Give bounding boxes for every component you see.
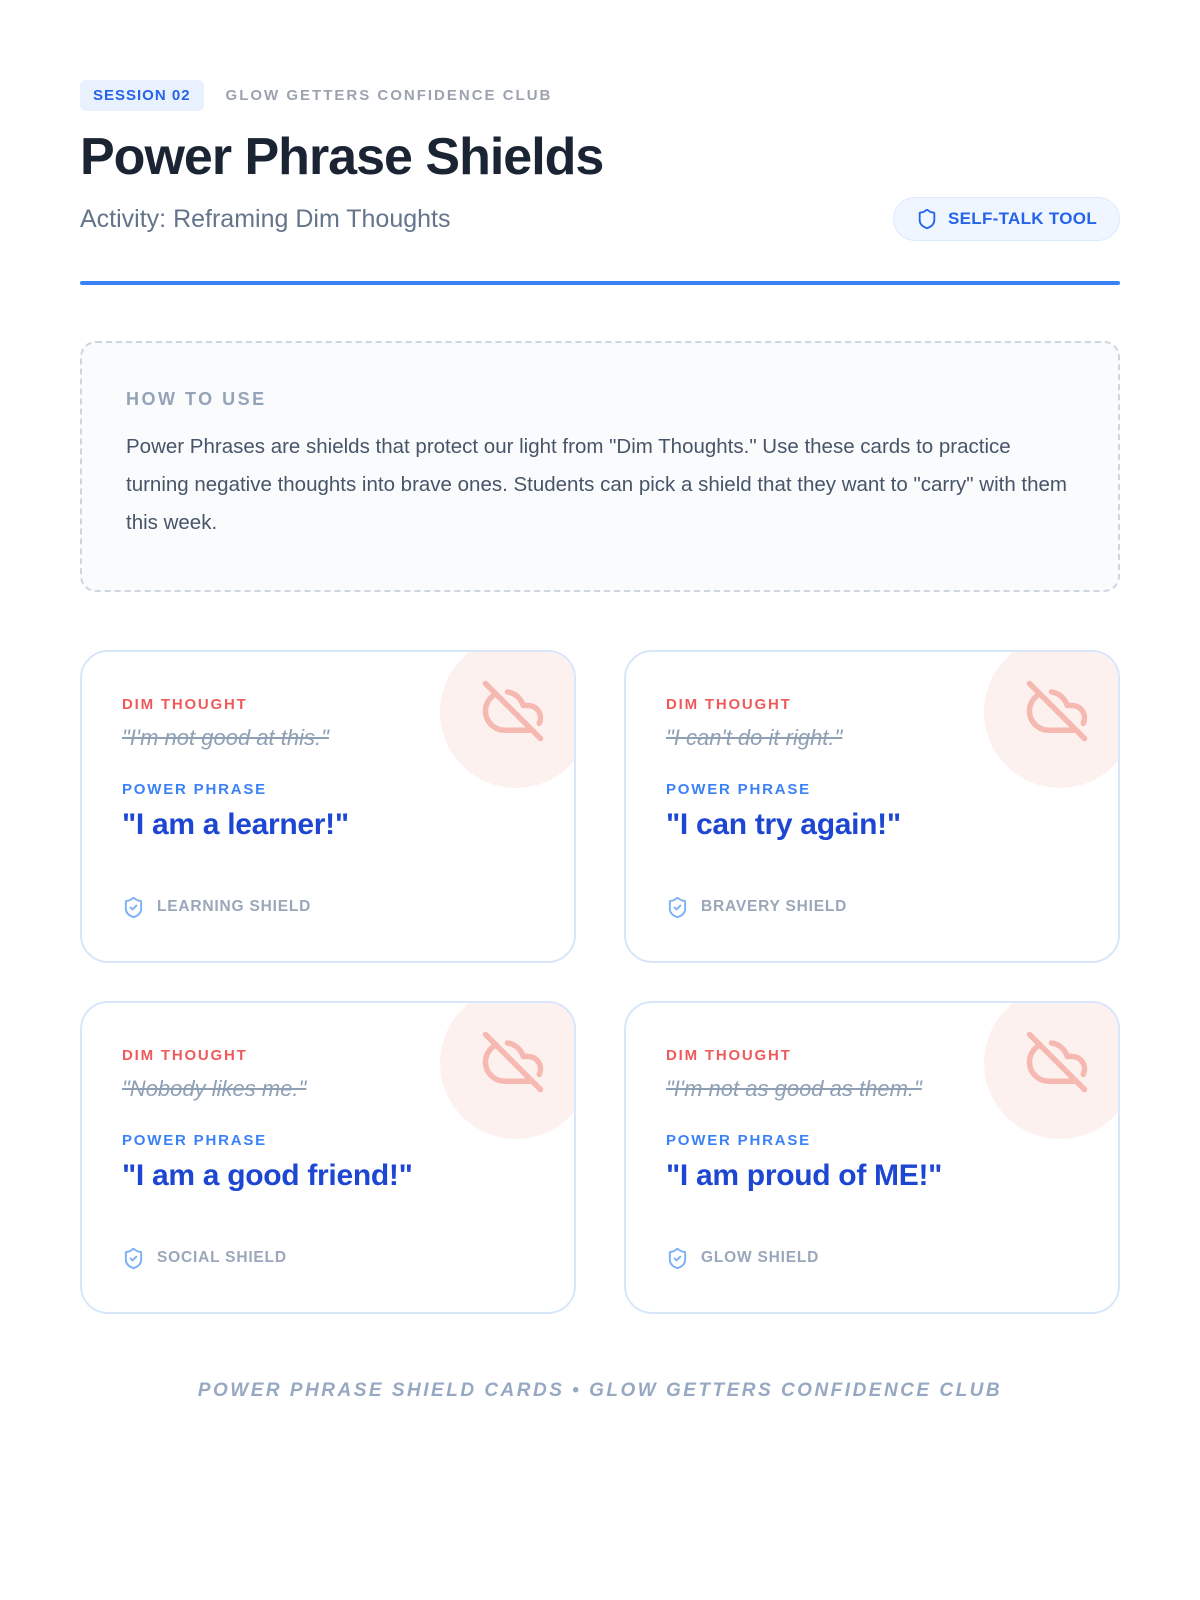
shield-row: LEARNING SHIELD [122,862,534,919]
shield-card: DIM THOUGHT "I'm not as good as them." P… [624,1000,1120,1314]
dim-thought-label: DIM THOUGHT [666,695,792,713]
shield-card: DIM THOUGHT "I can't do it right." POWER… [624,649,1120,963]
shield-row: GLOW SHIELD [666,1213,1078,1270]
dim-thought-text: "I'm not as good as them." [666,1075,922,1101]
self-talk-tool-badge: SELF-TALK TOOL [893,197,1120,241]
corner-decoration [440,1002,574,1139]
power-phrase-label: POWER PHRASE [122,1131,267,1149]
dim-thought-text: "Nobody likes me." [122,1075,307,1101]
shield-check-icon [666,1247,689,1270]
shield-check-icon [122,1247,145,1270]
page-title: Power Phrase Shields [80,128,604,186]
session-badge: SESSION 02 [80,80,204,111]
shield-name: BRAVERY SHIELD [701,898,848,916]
shield-row: SOCIAL SHIELD [122,1213,534,1270]
page-header: SESSION 02 GLOW GETTERS CONFIDENCE CLUB … [80,80,1120,285]
activity-subtitle: Activity: Reframing Dim Thoughts [80,204,451,233]
badge-row: SESSION 02 GLOW GETTERS CONFIDENCE CLUB [80,80,1120,111]
shield-name: SOCIAL SHIELD [157,1249,287,1267]
corner-decoration [984,651,1118,788]
shield-check-icon [666,896,689,919]
cloud-off-icon [1026,680,1088,742]
power-phrase-label: POWER PHRASE [666,1131,811,1149]
club-name: GLOW GETTERS CONFIDENCE CLUB [225,87,553,104]
corner-decoration [440,651,574,788]
power-phrase-text: "I am proud of ME!" [666,1158,943,1192]
dim-thought-label: DIM THOUGHT [122,695,248,713]
shield-name: LEARNING SHIELD [157,898,312,916]
shield-icon [916,208,938,230]
cloud-off-icon [482,680,544,742]
power-phrase-label: POWER PHRASE [666,780,811,798]
shield-cards-grid: DIM THOUGHT "I'm not good at this." POWE… [80,649,1120,1314]
dim-thought-text: "I'm not good at this." [122,724,329,750]
power-phrase-label: POWER PHRASE [122,780,267,798]
shield-card: DIM THOUGHT "I'm not good at this." POWE… [80,649,576,963]
tool-badge-label: SELF-TALK TOOL [948,209,1097,228]
dim-thought-text: "I can't do it right." [666,724,843,750]
how-to-use-heading: HOW TO USE [126,389,267,409]
dim-thought-label: DIM THOUGHT [666,1046,792,1064]
power-phrase-text: "I am a learner!" [122,807,349,841]
cloud-off-icon [1026,1031,1088,1093]
shield-card: DIM THOUGHT "Nobody likes me." POWER PHR… [80,1000,576,1314]
shield-check-icon [122,896,145,919]
dim-thought-label: DIM THOUGHT [122,1046,248,1064]
how-to-use-box: HOW TO USE Power Phrases are shields tha… [80,341,1120,592]
cloud-off-icon [482,1031,544,1093]
corner-decoration [984,1002,1118,1139]
shield-row: BRAVERY SHIELD [666,862,1078,919]
page-footer: POWER PHRASE SHIELD CARDS • GLOW GETTERS… [197,1379,1003,1401]
how-to-use-body: Power Phrases are shields that protect o… [126,435,1068,534]
power-phrase-text: "I am a good friend!" [122,1158,413,1192]
shield-name: GLOW SHIELD [701,1249,820,1267]
header-divider [80,281,1120,285]
power-phrase-text: "I can try again!" [666,807,901,841]
subtitle-row: Activity: Reframing Dim Thoughts SELF-TA… [80,197,1120,241]
